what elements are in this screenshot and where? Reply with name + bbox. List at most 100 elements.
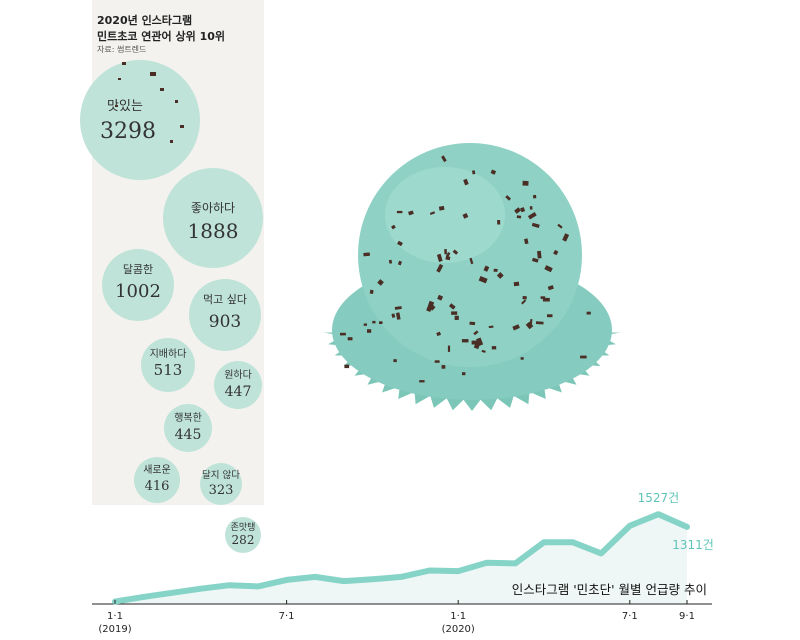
data-point: [656, 512, 661, 517]
line-chart-title: 인스타그램 '민초단' 월별 언급량 추이: [512, 582, 707, 597]
chocolate-flake: [175, 100, 178, 103]
bubble-word-label: 맛있는: [107, 99, 143, 114]
chocolate-chip: [347, 337, 353, 341]
x-tick-label: 1·1: [450, 611, 466, 622]
chocolate-chip: [454, 315, 459, 320]
chocolate-chip: [436, 253, 443, 262]
bubble-word-label: 먹고 싶다: [203, 293, 247, 306]
chocolate-chip: [448, 303, 456, 310]
data-point: [170, 590, 175, 595]
chocolate-flake: [160, 88, 164, 91]
chocolate-chip: [522, 180, 529, 186]
chocolate-chip: [419, 380, 425, 383]
chocolate-chip: [524, 238, 529, 245]
chocolate-chip: [367, 329, 372, 333]
chocolate-chip: [429, 211, 436, 216]
chocolate-chip: [531, 257, 539, 263]
chocolate-chip: [497, 220, 501, 225]
data-point: [370, 577, 375, 582]
chocolate-chip: [516, 215, 522, 219]
chocolate-chip: [434, 360, 440, 363]
chocolate-chip: [531, 222, 540, 228]
bubble-word-label: 좋아하다: [191, 201, 235, 215]
chocolate-chip: [395, 312, 401, 320]
chocolate-chip: [562, 233, 570, 242]
chocolate-chip: [493, 268, 498, 272]
chocolate-flake: [150, 72, 156, 76]
chocolate-chip: [491, 346, 497, 350]
chocolate-chip: [462, 372, 466, 376]
chocolate-chip: [377, 279, 384, 286]
data-point: [542, 540, 546, 545]
chocolate-chip: [547, 314, 553, 318]
bubble-value-label: 1002: [115, 281, 161, 302]
bubble: [134, 457, 180, 503]
bubble-value-label: 323: [209, 483, 234, 498]
bubble-word-label: 원하다: [224, 368, 252, 381]
data-point: [141, 594, 146, 599]
bubble-word-label: 행복한: [174, 412, 202, 424]
bubble: [102, 249, 174, 321]
chocolate-chip: [397, 240, 403, 247]
chocolate-chip: [481, 349, 486, 353]
bubble-value-label: 416: [145, 479, 170, 494]
chocolate-chip: [363, 323, 367, 326]
bubble-chart-title-line2: 민트초코 연관어 상위 10위: [97, 30, 225, 43]
chocolate-chip: [471, 340, 477, 345]
data-point: [198, 586, 203, 591]
chocolate-chip: [344, 364, 350, 369]
chocolate-chip: [535, 321, 544, 325]
annotation-latest-label: 1311건: [672, 538, 714, 552]
x-tick-sublabel: (2019): [98, 624, 131, 635]
chocolate-chip: [441, 155, 447, 163]
chocolate-chip: [505, 195, 512, 201]
chocolate-flake: [122, 62, 126, 65]
annotation-peak-label: 1527건: [638, 491, 680, 505]
chocolate-chip: [473, 330, 479, 336]
data-point: [456, 569, 461, 574]
bubble: [164, 404, 212, 452]
chocolate-chip: [557, 223, 563, 229]
bubble-value-label: 282: [232, 533, 255, 547]
x-tick-label: 1·1: [107, 611, 123, 622]
chocolate-chip: [461, 339, 469, 343]
chocolate-chip: [445, 255, 451, 261]
chocolate-chip: [463, 178, 469, 186]
bubble: [225, 517, 261, 553]
bubble: [214, 361, 262, 409]
chocolate-chip: [372, 320, 376, 324]
x-tick-label: 7·1: [622, 611, 638, 622]
bubble-chart-title-line1: 2020년 인스타그램: [97, 14, 193, 27]
chocolate-chip: [469, 257, 474, 265]
data-point: [427, 568, 432, 573]
bubble-value-label: 1888: [188, 219, 239, 243]
chocolate-chip: [388, 259, 393, 264]
chocolate-chip: [391, 313, 396, 318]
chocolate-chip: [542, 297, 550, 302]
bubble-word-label: 존맛탱: [231, 522, 256, 533]
data-point: [256, 584, 260, 589]
data-point: [313, 574, 318, 579]
chocolate-chip: [445, 251, 451, 258]
chocolate-chip: [391, 224, 396, 230]
bubble-value-label: 445: [175, 427, 202, 443]
bubble: [200, 463, 242, 505]
data-point: [599, 551, 604, 556]
chocolate-chip: [580, 355, 587, 359]
chocolate-chip: [532, 194, 537, 199]
chocolate-chip: [490, 169, 497, 175]
data-point: [227, 583, 232, 588]
data-point: [627, 523, 632, 528]
data-point: [484, 560, 489, 565]
x-tick-sublabel: (2020): [442, 624, 475, 635]
chocolate-chip: [483, 265, 490, 272]
chocolate-chip: [462, 213, 469, 219]
chocolate-chip: [436, 263, 444, 273]
chocolate-chip: [586, 311, 591, 315]
bubble-value-label: 447: [225, 384, 252, 400]
bubble: [80, 60, 200, 180]
chocolate-chip: [451, 311, 458, 315]
chocolate-chip: [547, 285, 554, 291]
